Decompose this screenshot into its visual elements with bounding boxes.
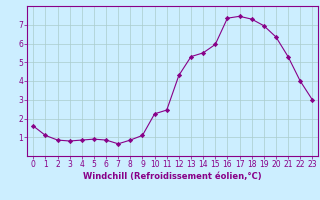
X-axis label: Windchill (Refroidissement éolien,°C): Windchill (Refroidissement éolien,°C) <box>84 172 262 181</box>
